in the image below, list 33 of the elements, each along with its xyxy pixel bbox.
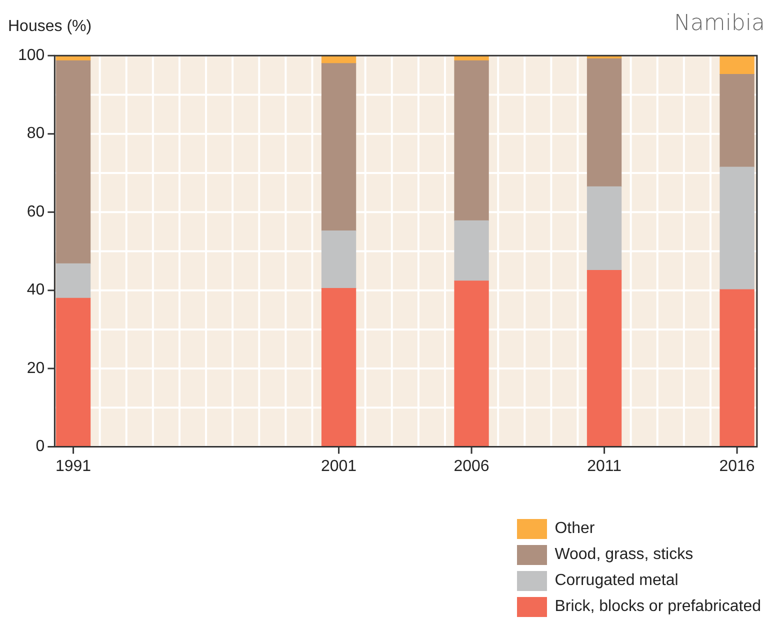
x-tick-label: 2011 <box>587 458 622 475</box>
chart-title: Namibia <box>674 11 765 36</box>
y-tick-label: 40 <box>26 282 45 299</box>
bar <box>586 186 622 271</box>
bar <box>586 58 622 187</box>
bar <box>321 63 356 232</box>
bar <box>56 298 91 447</box>
legend-label: Other <box>554 520 595 538</box>
y-tick-label: 0 <box>36 438 45 456</box>
y-tick-label: 80 <box>26 125 45 142</box>
bar <box>720 74 754 168</box>
bar <box>56 263 91 298</box>
y-axis-title: Houses (%) <box>8 18 92 36</box>
legend-label: Corrugated metal <box>554 572 678 590</box>
legend-label: Brick, blocks or prefabricated <box>554 598 761 616</box>
y-tick-label: 20 <box>26 360 45 377</box>
bar <box>586 270 622 447</box>
bar <box>321 288 356 447</box>
x-tick-label: 2006 <box>454 458 490 475</box>
bar <box>321 230 356 289</box>
y-tick-label: 100 <box>18 47 45 64</box>
bar <box>720 289 754 447</box>
x-tick-label: 2016 <box>719 458 755 475</box>
y-tick-label: 60 <box>26 203 45 220</box>
bar <box>720 56 754 75</box>
bar <box>454 60 489 222</box>
legend-label: Wood, grass, sticks <box>554 546 694 564</box>
bar <box>56 60 91 264</box>
bar <box>454 220 489 282</box>
x-tick-label: 1991 <box>55 458 92 475</box>
bar <box>720 166 754 290</box>
x-tick-label: 2001 <box>320 458 357 475</box>
bar <box>454 280 489 447</box>
